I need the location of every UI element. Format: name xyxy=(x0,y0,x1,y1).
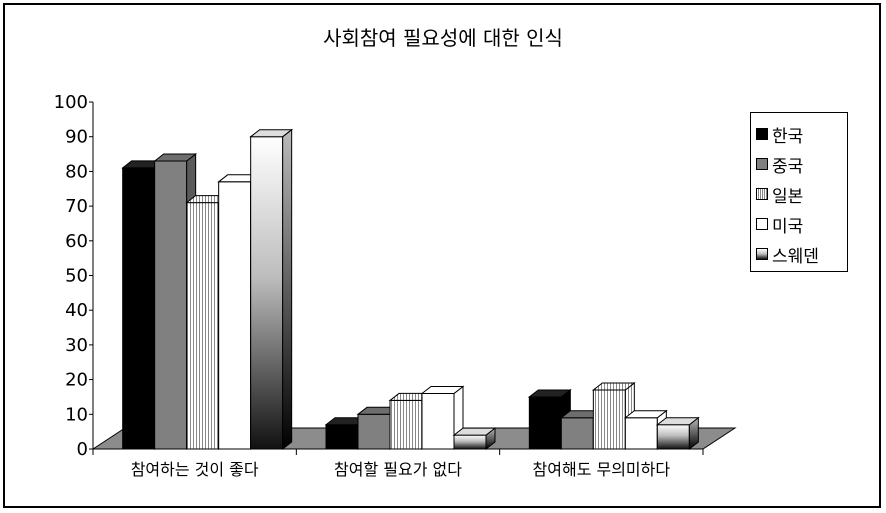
y-tick-label: 10 xyxy=(65,404,88,425)
y-tick-label: 30 xyxy=(65,335,88,356)
legend-item: 중국 xyxy=(756,153,804,177)
legend-swatch xyxy=(756,128,768,140)
bar xyxy=(420,385,465,451)
y-tick-label: 20 xyxy=(65,370,88,391)
y-tick-label: 100 xyxy=(54,92,88,113)
y-tick-label: 90 xyxy=(65,127,88,148)
bar xyxy=(623,409,668,451)
legend-swatch xyxy=(756,218,768,230)
x-category-label: 참여할 필요가 없다 xyxy=(334,460,462,479)
y-tick-label: 60 xyxy=(65,231,88,252)
legend-label: 일본 xyxy=(772,186,804,207)
bar xyxy=(452,427,497,451)
legend-label: 중국 xyxy=(772,156,804,177)
legend-item: 일본 xyxy=(756,183,804,207)
y-tick-label: 80 xyxy=(65,161,88,182)
bar xyxy=(324,416,369,451)
y-tick-label: 50 xyxy=(65,266,88,287)
legend-swatch xyxy=(756,158,768,170)
legend-label: 미국 xyxy=(772,216,804,237)
chart-title: 사회참여 필요성에 대한 인식 xyxy=(323,26,563,50)
legend-swatch xyxy=(756,248,768,260)
y-tick-label: 70 xyxy=(65,196,88,217)
y-tick-label: 40 xyxy=(65,300,88,321)
legend-item: 미국 xyxy=(756,213,804,237)
legend-swatch xyxy=(756,188,768,200)
legend-label: 한국 xyxy=(772,126,804,147)
legend-item: 한국 xyxy=(756,123,804,147)
y-tick-label: 0 xyxy=(77,439,88,460)
bar xyxy=(527,388,572,451)
x-category-label: 참여하는 것이 좋다 xyxy=(131,460,259,479)
bar xyxy=(655,416,700,451)
x-category-label: 참여해도 무의미하다 xyxy=(533,460,671,479)
bar xyxy=(249,128,294,451)
bar xyxy=(591,381,636,451)
legend-label: 스웨덴 xyxy=(772,246,819,267)
legend-item: 스웨덴 xyxy=(756,243,819,267)
